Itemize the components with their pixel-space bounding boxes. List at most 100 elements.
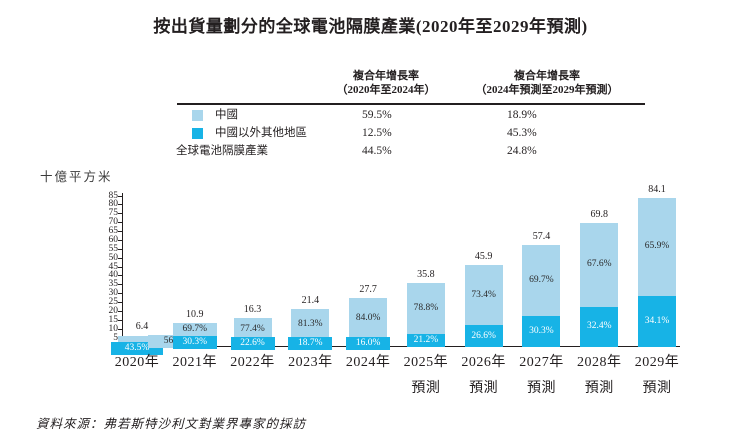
bar-total-label-2021: 10.9 — [186, 309, 204, 320]
bar-total-label-2029: 84.1 — [648, 183, 666, 195]
y-tick-mark — [118, 248, 123, 250]
y-axis-line — [122, 193, 124, 347]
table-row-cagr-2020-2024: 59.5% — [362, 109, 392, 121]
table-header-col2-line1: 複合年增長率 — [514, 70, 580, 82]
pct-label-other-regions-2026: 26.6% — [471, 330, 496, 341]
bar-total-label-2026: 45.9 — [474, 251, 493, 263]
y-tick-label: 20 — [108, 305, 119, 316]
y-tick-mark — [118, 275, 123, 277]
bar-2027 — [522, 245, 561, 347]
bar-2026 — [464, 265, 503, 347]
x-axis-label-2024: 2024年 — [345, 355, 391, 370]
table-header-col1-line2: （2020年至2024年） — [336, 84, 436, 96]
table-header-col1: 複合年增長率 （2020年至2024年） — [286, 69, 486, 97]
table-row-label: 中國 — [215, 109, 238, 121]
legend-swatch-other-regions — [192, 128, 203, 139]
bar-segment-china-2020 — [118, 335, 156, 343]
y-tick-label: 30 — [108, 288, 119, 299]
pct-label-other-regions-2021: 30.3% — [172, 336, 217, 349]
y-tick-mark — [118, 257, 123, 259]
bar-segment-china-2027 — [522, 245, 561, 317]
pct-label-china-2024: 84.0% — [355, 312, 381, 323]
bar-segment-china-2026 — [464, 265, 503, 326]
table-header-rule — [177, 103, 645, 105]
x-axis-label-forecast-2028: 預測 — [584, 381, 614, 396]
x-axis-label-2026: 2026年 — [461, 355, 506, 370]
y-tick-mark — [118, 195, 123, 197]
pct-label-china-2025: 78.8% — [413, 302, 439, 313]
y-tick-mark — [118, 319, 123, 321]
bar-segment-china-2022 — [233, 318, 272, 341]
bar-segment-other-regions-2026 — [464, 325, 503, 347]
x-axis-label-forecast-2029: 預測 — [642, 381, 672, 396]
pct-label-china-2023: 81.3% — [298, 318, 323, 329]
bar-total-label-2028: 69.8 — [590, 209, 608, 220]
y-tick-label: 55 — [108, 243, 119, 254]
y-tick-mark — [118, 239, 123, 241]
x-axis-line — [122, 345, 680, 348]
bar-total-label-2027: 57.4 — [532, 231, 551, 243]
table-header-col1-line1: 複合年增長率 — [353, 70, 419, 82]
y-tick-mark — [118, 293, 123, 295]
table-row-cagr-2024-2029: 24.8% — [507, 145, 537, 157]
y-tick-label: 60 — [108, 234, 119, 245]
x-axis-label-2025: 2025年 — [403, 355, 449, 370]
pct-label-other-regions-2022: 22.6% — [230, 337, 275, 350]
y-tick-label: 40 — [108, 270, 119, 281]
bar-total-label-2020: 6.4 — [135, 321, 149, 332]
pct-label-other-regions-2025: 21.2% — [413, 334, 439, 345]
x-axis-label-2022: 2022年 — [230, 355, 275, 370]
bar-segment-china-2023 — [291, 308, 330, 340]
y-tick-mark — [118, 328, 123, 330]
bar-segment-other-regions-2029 — [638, 296, 677, 347]
y-tick-label: 65 — [108, 226, 119, 237]
pct-label-china-2028: 67.6% — [586, 259, 612, 270]
y-tick-label: 10 — [108, 323, 119, 334]
table-header-col2-line2: （2024年預測至2029年預測） — [475, 84, 619, 96]
bar-segment-china-2029 — [638, 197, 677, 297]
y-tick-mark — [118, 213, 123, 215]
pct-label-china-2022: 77.4% — [240, 323, 265, 334]
table-row-cagr-2024-2029: 18.9% — [507, 109, 537, 121]
bar-2028 — [580, 223, 619, 347]
bar-segment-other-regions-2027 — [522, 316, 561, 347]
y-tick-label: 85 — [108, 190, 119, 201]
x-axis-label-2029: 2029年 — [634, 355, 680, 370]
table-row: 中國以外其他地區 12.5% 45.3% — [0, 127, 741, 143]
x-axis-label-2021: 2021年 — [172, 355, 218, 370]
bar-2029 — [638, 197, 677, 347]
y-tick-label: 75 — [108, 208, 119, 219]
table-row: 中國 59.5% 18.9% — [0, 109, 741, 125]
pct-label-other-regions-2028: 32.4% — [586, 321, 612, 332]
table-row-cagr-2020-2024: 12.5% — [362, 127, 392, 139]
pct-label-china-2029: 65.9% — [644, 241, 670, 252]
pct-label-other-regions-2027: 30.3% — [529, 326, 554, 337]
x-axis-label-forecast-2025: 預測 — [411, 381, 441, 396]
bar-total-label-2022: 16.3 — [243, 304, 262, 316]
y-tick-mark — [118, 310, 123, 312]
x-axis-label-forecast-2026: 預測 — [469, 381, 499, 396]
chart-title: 按出貨量劃分的全球電池隔膜產業(2020年至2029年預測) — [153, 17, 588, 36]
pct-label-china-2027: 69.7% — [529, 275, 554, 286]
bar-segment-other-regions-2025 — [406, 333, 445, 347]
bar-2025 — [406, 283, 445, 347]
table-row-label: 中國以外其他地區 — [215, 127, 307, 139]
y-tick-label: 15 — [108, 314, 119, 325]
y-tick-label: 5 — [113, 332, 118, 343]
y-tick-label: 50 — [108, 252, 119, 263]
y-tick-label: 35 — [108, 279, 119, 290]
y-tick-mark — [118, 284, 123, 286]
y-axis-unit-label: 十億平方米 — [40, 170, 113, 184]
table-row-cagr-2024-2029: 45.3% — [507, 127, 537, 139]
table-header-col2: 複合年增長率 （2024年預測至2029年預測） — [426, 69, 668, 97]
bar-segment-china-2028 — [580, 223, 619, 307]
pct-label-other-regions-2029: 34.1% — [644, 316, 670, 327]
pct-label-other-regions-2023: 18.7% — [288, 337, 333, 350]
pct-label-china-2021: 69.7% — [172, 323, 217, 336]
y-tick-label: 80 — [108, 199, 119, 210]
table-row-cagr-2020-2024: 44.5% — [362, 145, 392, 157]
x-axis-label-forecast-2027: 預測 — [526, 381, 556, 396]
table-row-label: 全球電池隔膜產業 — [176, 145, 268, 157]
bar-total-label-2024: 27.7 — [359, 283, 377, 295]
